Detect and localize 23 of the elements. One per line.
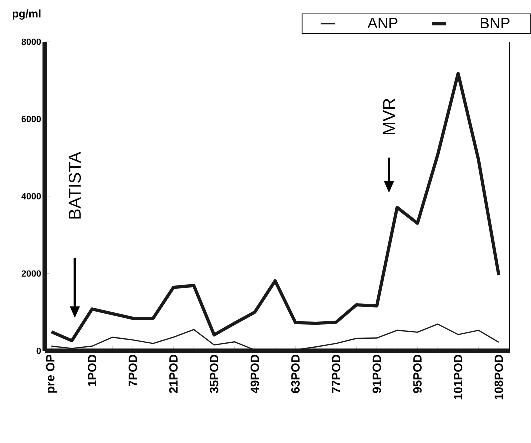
y-tick-label: 2000 [22, 270, 42, 277]
y-tick-label: 8000 [22, 38, 42, 46]
y-axis-title: pg/ml [12, 10, 41, 20]
x-tick-label: 101POD [454, 355, 463, 400]
x-tick-label: 1POD [88, 355, 97, 386]
x-tick-label: 77POD [332, 355, 341, 394]
x-tick-label: 95POD [413, 355, 422, 394]
x-tick-label: pre OP [46, 354, 58, 393]
y-tick-label: 6000 [22, 116, 42, 122]
x-tick-label: 108POD [494, 355, 504, 400]
y-tick-label: 4000 [22, 193, 42, 200]
line-series [50, 72, 501, 343]
x-tick-label: 7POD [128, 355, 138, 387]
annotation: BATISTA [69, 152, 82, 219]
annotation: MVR [383, 98, 396, 134]
x-tick-label: 49POD [250, 355, 260, 394]
legend-label: ANP [368, 18, 398, 28]
x-tick-label: 91POD [372, 355, 382, 394]
x-tick-label: 35POD [210, 355, 219, 394]
x-tick-label: 21POD [169, 355, 178, 394]
x-tick-label: 63POD [291, 355, 300, 394]
y-tick-label: 0 [36, 348, 42, 354]
legend-label: BNP [481, 18, 510, 28]
